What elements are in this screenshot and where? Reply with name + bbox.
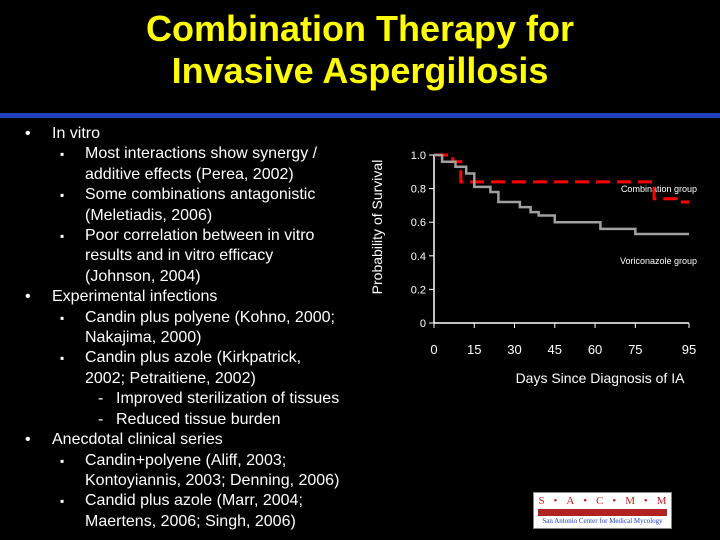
sub-bullet-line: (Meletiadis, 2006): [85, 206, 213, 224]
x-tick-label: 95: [682, 342, 696, 357]
bullet-in-vitro: • In vitro: [22, 124, 382, 144]
sub-bullet-line: Some combinations antagonistic: [85, 186, 316, 204]
sub-sub-bullet-text: Reduced tissue burden: [116, 410, 281, 428]
logo-letter: S: [538, 495, 545, 507]
logo-letter: C: [596, 495, 604, 507]
bullet-text: In vitro: [52, 125, 101, 142]
x-tick-label: 30: [507, 342, 521, 357]
sub-bullet: ▪ Some combinations antagonistic (Meleti…: [22, 185, 382, 226]
logo-bar: [538, 509, 667, 516]
sub-bullet: ▪ Poor correlation between in vitro resu…: [22, 226, 382, 287]
logo-letters: S • A • C • M • M: [534, 493, 671, 509]
sacmm-logo: S • A • C • M • M San Antonio Center for…: [533, 492, 672, 529]
title-line-2: Invasive Aspergillosis: [171, 50, 549, 91]
logo-subtitle: San Antonio Center for Medical Mycology: [542, 517, 663, 525]
voriconazole-curve: [434, 153, 689, 236]
sub-bullet-line: results and in vitro efficacy: [85, 247, 274, 265]
slide-title: Combination Therapy for Invasive Aspergi…: [0, 8, 720, 92]
sub-bullet: ▪ Candin plus polyene (Kohno, 2000; Naka…: [22, 308, 382, 349]
axes: 0 0.2 0.4 0.6 0.8 1.0 0 15 30 45 60 75 95: [411, 150, 697, 357]
y-axis-label: Probability of Survival: [369, 160, 385, 295]
y-tick-label: 0.4: [411, 251, 426, 263]
bullet-experimental: • Experimental infections: [22, 287, 382, 307]
sub-bullet: ▪ Candin plus azole (Kirkpatrick, 2002; …: [22, 348, 382, 389]
combination-curve: [434, 153, 689, 204]
sub-sub-bullet: - Reduced tissue burden: [22, 410, 382, 430]
title-line-1: Combination Therapy for: [145, 8, 574, 49]
sub-bullet-marker: ▪: [60, 310, 65, 325]
title-divider: [0, 113, 720, 118]
sub-bullet-line: Candin plus azole (Kirkpatrick,: [85, 349, 302, 367]
sub-bullet-line: Candid plus azole (Marr, 2004;: [85, 492, 303, 510]
sub-bullet-marker: ▪: [60, 351, 65, 366]
bullet-list: • In vitro ▪ Most interactions show syne…: [22, 124, 382, 532]
sub-sub-bullet-text: Improved sterilization of tissues: [116, 390, 340, 408]
bullet-anecdotal: • Anecdotal clinical series: [22, 430, 382, 450]
y-tick-label: 0.6: [411, 217, 426, 229]
sub-bullet-marker: ▪: [60, 147, 65, 162]
legend-voriconazole: Voriconazole group: [620, 256, 697, 266]
sub-bullet-marker: ▪: [60, 229, 65, 244]
sub-bullet-line: Candin plus polyene (Kohno, 2000;: [85, 308, 335, 326]
legend-combination: Combination group: [621, 184, 697, 194]
x-tick-label: 15: [467, 342, 481, 357]
x-axis-label: Days Since Diagnosis of IA: [516, 370, 686, 386]
x-tick-label: 0: [430, 342, 437, 357]
sub-sub-bullet: - Improved sterilization of tissues: [22, 389, 382, 409]
logo-separator: •: [643, 495, 648, 507]
y-tick-label: 0.8: [411, 184, 426, 196]
logo-letter: A: [566, 495, 575, 507]
y-tick-label: 0: [420, 318, 426, 330]
x-tick-label: 45: [548, 342, 562, 357]
x-tick-label: 75: [628, 342, 642, 357]
sub-bullet-line: Maertens, 2006; Singh, 2006): [85, 512, 296, 530]
bullet-marker: •: [25, 431, 31, 449]
sub-bullet-line: 2002; Petraitiene, 2002): [85, 369, 256, 387]
sub-bullet-line: additive effects (Perea, 2002): [85, 165, 294, 183]
logo-letter: M: [656, 495, 667, 507]
x-tick-label: 60: [588, 342, 602, 357]
sub-bullet-line: Most interactions show synergy /: [85, 145, 318, 163]
sub-bullet-line: (Johnson, 2004): [85, 267, 201, 285]
logo-separator: •: [553, 495, 558, 507]
logo-separator: •: [612, 495, 617, 507]
sub-bullet: ▪ Candid plus azole (Marr, 2004; Maerten…: [22, 491, 382, 532]
dash-marker: -: [98, 410, 104, 428]
y-tick-label: 0.2: [411, 284, 426, 296]
series-group: [434, 153, 689, 236]
bullet-marker: •: [25, 125, 31, 142]
sub-bullet: ▪ Most interactions show synergy / addit…: [22, 144, 382, 185]
logo-separator: •: [583, 495, 588, 507]
bullet-text: Experimental infections: [52, 288, 218, 306]
bullet-text: Anecdotal clinical series: [52, 431, 223, 449]
sub-bullet: ▪ Candin+polyene (Aliff, 2003; Kontoyian…: [22, 451, 382, 492]
sub-bullet-line: Nakajima, 2000): [85, 329, 202, 347]
sub-bullet-marker: ▪: [60, 188, 65, 203]
y-tick-label: 1.0: [411, 150, 426, 162]
sub-bullet-line: Candin+polyene (Aliff, 2003;: [85, 451, 287, 469]
sub-bullet-line: Kontoyiannis, 2003; Denning, 2006): [85, 471, 340, 489]
dash-marker: -: [98, 390, 104, 408]
sub-bullet-line: Poor correlation between in vitro: [85, 227, 315, 245]
sub-bullet-marker: ▪: [60, 453, 65, 468]
bullet-marker: •: [25, 288, 31, 306]
logo-letter: M: [625, 495, 635, 507]
sub-bullet-marker: ▪: [60, 494, 65, 509]
